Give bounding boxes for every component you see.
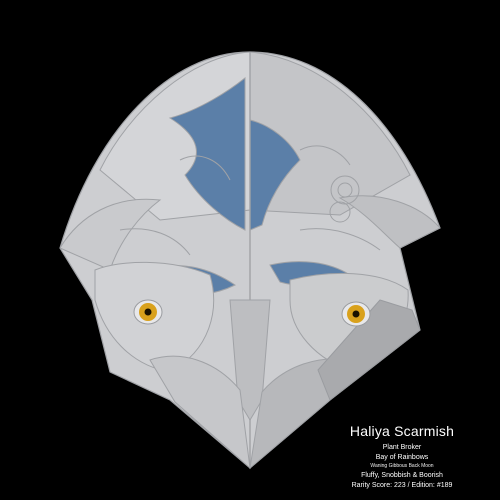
character-occupation: Plant Broker <box>382 444 422 452</box>
left-ear-tuft <box>59 198 162 271</box>
character-location: Bay of Rainbows <box>375 454 429 462</box>
right-ear-tuft <box>338 195 441 249</box>
character-traits: Fluffy, Snobbish & Boorish <box>361 471 443 479</box>
dome-right <box>249 51 411 216</box>
swirl-decorations <box>119 145 381 256</box>
character-rarity: Rarity Score: 223 / Edition: #189 <box>351 481 453 489</box>
character-moon-phase: Waning Gibbous Back Moon <box>370 463 434 470</box>
shadow-shard-right <box>317 299 421 401</box>
character-caption: Haliya Scarmish Plant Broker Bay of Rain… <box>322 423 482 490</box>
character-name: Haliya Scarmish <box>349 422 455 439</box>
blue-patch-left <box>168 76 246 231</box>
left-eye-icon <box>133 299 163 325</box>
blue-patch-center <box>249 119 301 231</box>
right-eye-icon <box>341 301 371 327</box>
lower-feathers-left <box>149 355 251 470</box>
